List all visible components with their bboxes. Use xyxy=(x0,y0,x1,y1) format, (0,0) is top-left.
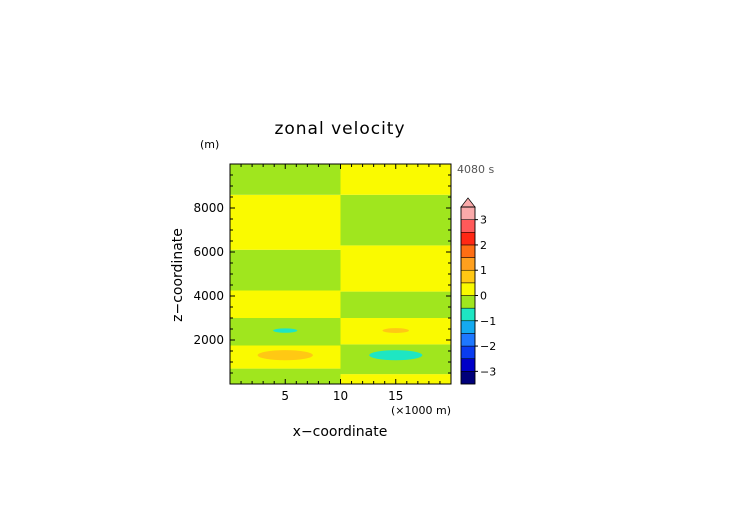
colorbar-tick-label: 2 xyxy=(480,239,487,252)
contour-band xyxy=(230,290,341,318)
colorbar-tick-label: 0 xyxy=(480,290,487,303)
y-axis-label: z−coordinate xyxy=(170,228,186,322)
colorbar-segment xyxy=(460,282,476,296)
y-axis: 2000 4000 6000 8000 xyxy=(193,174,451,374)
contour-band xyxy=(230,368,341,384)
y-tick-label: 2000 xyxy=(193,333,224,347)
x-tick-label: 15 xyxy=(388,389,403,403)
colorbar-segment xyxy=(460,206,476,220)
colorbar-segment xyxy=(460,320,476,334)
contour-feature xyxy=(369,350,423,361)
colorbar-segment xyxy=(460,219,476,233)
contour-band xyxy=(340,164,451,195)
colorbar-extend-arrow xyxy=(460,197,476,208)
contour-band xyxy=(230,164,341,195)
contour-band xyxy=(340,245,451,292)
y-tick-label: 8000 xyxy=(193,201,224,215)
contour-feature xyxy=(382,328,410,333)
colorbar-tick-label: 1 xyxy=(480,264,487,277)
colorbar-segment xyxy=(460,358,476,372)
y-unit-label: (m) xyxy=(200,138,219,151)
x-axis: 5 10 15 xyxy=(240,164,441,403)
colorbar: −3 −2 −1 0 1 2 3 xyxy=(460,197,496,385)
contour-band xyxy=(340,194,451,246)
colorbar-segment xyxy=(460,257,476,271)
colorbar-tick-label: −2 xyxy=(480,340,496,353)
chart-title: zonal velocity xyxy=(274,119,405,139)
x-axis-label: x−coordinate xyxy=(293,424,388,440)
colorbar-segment xyxy=(460,295,476,309)
x-tick-label: 5 xyxy=(281,389,289,403)
colorbar-segment xyxy=(460,232,476,246)
contour-feature xyxy=(273,328,298,333)
colorbar-tick-label: −1 xyxy=(480,315,496,328)
contour-band xyxy=(230,249,341,291)
y-tick-label: 6000 xyxy=(193,245,224,259)
colorbar-segment xyxy=(460,269,476,284)
colorbar-tick-label: −3 xyxy=(480,365,496,378)
time-label: 4080 s xyxy=(457,163,494,176)
colorbar-segment xyxy=(460,333,476,347)
contour-band xyxy=(340,291,451,318)
colorbar-segment xyxy=(460,244,476,258)
contour-feature xyxy=(257,350,313,361)
colorbar-segment xyxy=(460,307,476,322)
plot-area xyxy=(229,163,452,385)
y-tick-label: 4000 xyxy=(193,289,224,303)
colorbar-segment xyxy=(460,345,476,359)
contour-band xyxy=(230,194,341,250)
colorbar-segment xyxy=(460,371,476,385)
x-tick-label: 10 xyxy=(333,389,348,403)
x-unit-label: (×1000 m) xyxy=(391,404,451,417)
colorbar-tick-label: 3 xyxy=(480,214,487,227)
